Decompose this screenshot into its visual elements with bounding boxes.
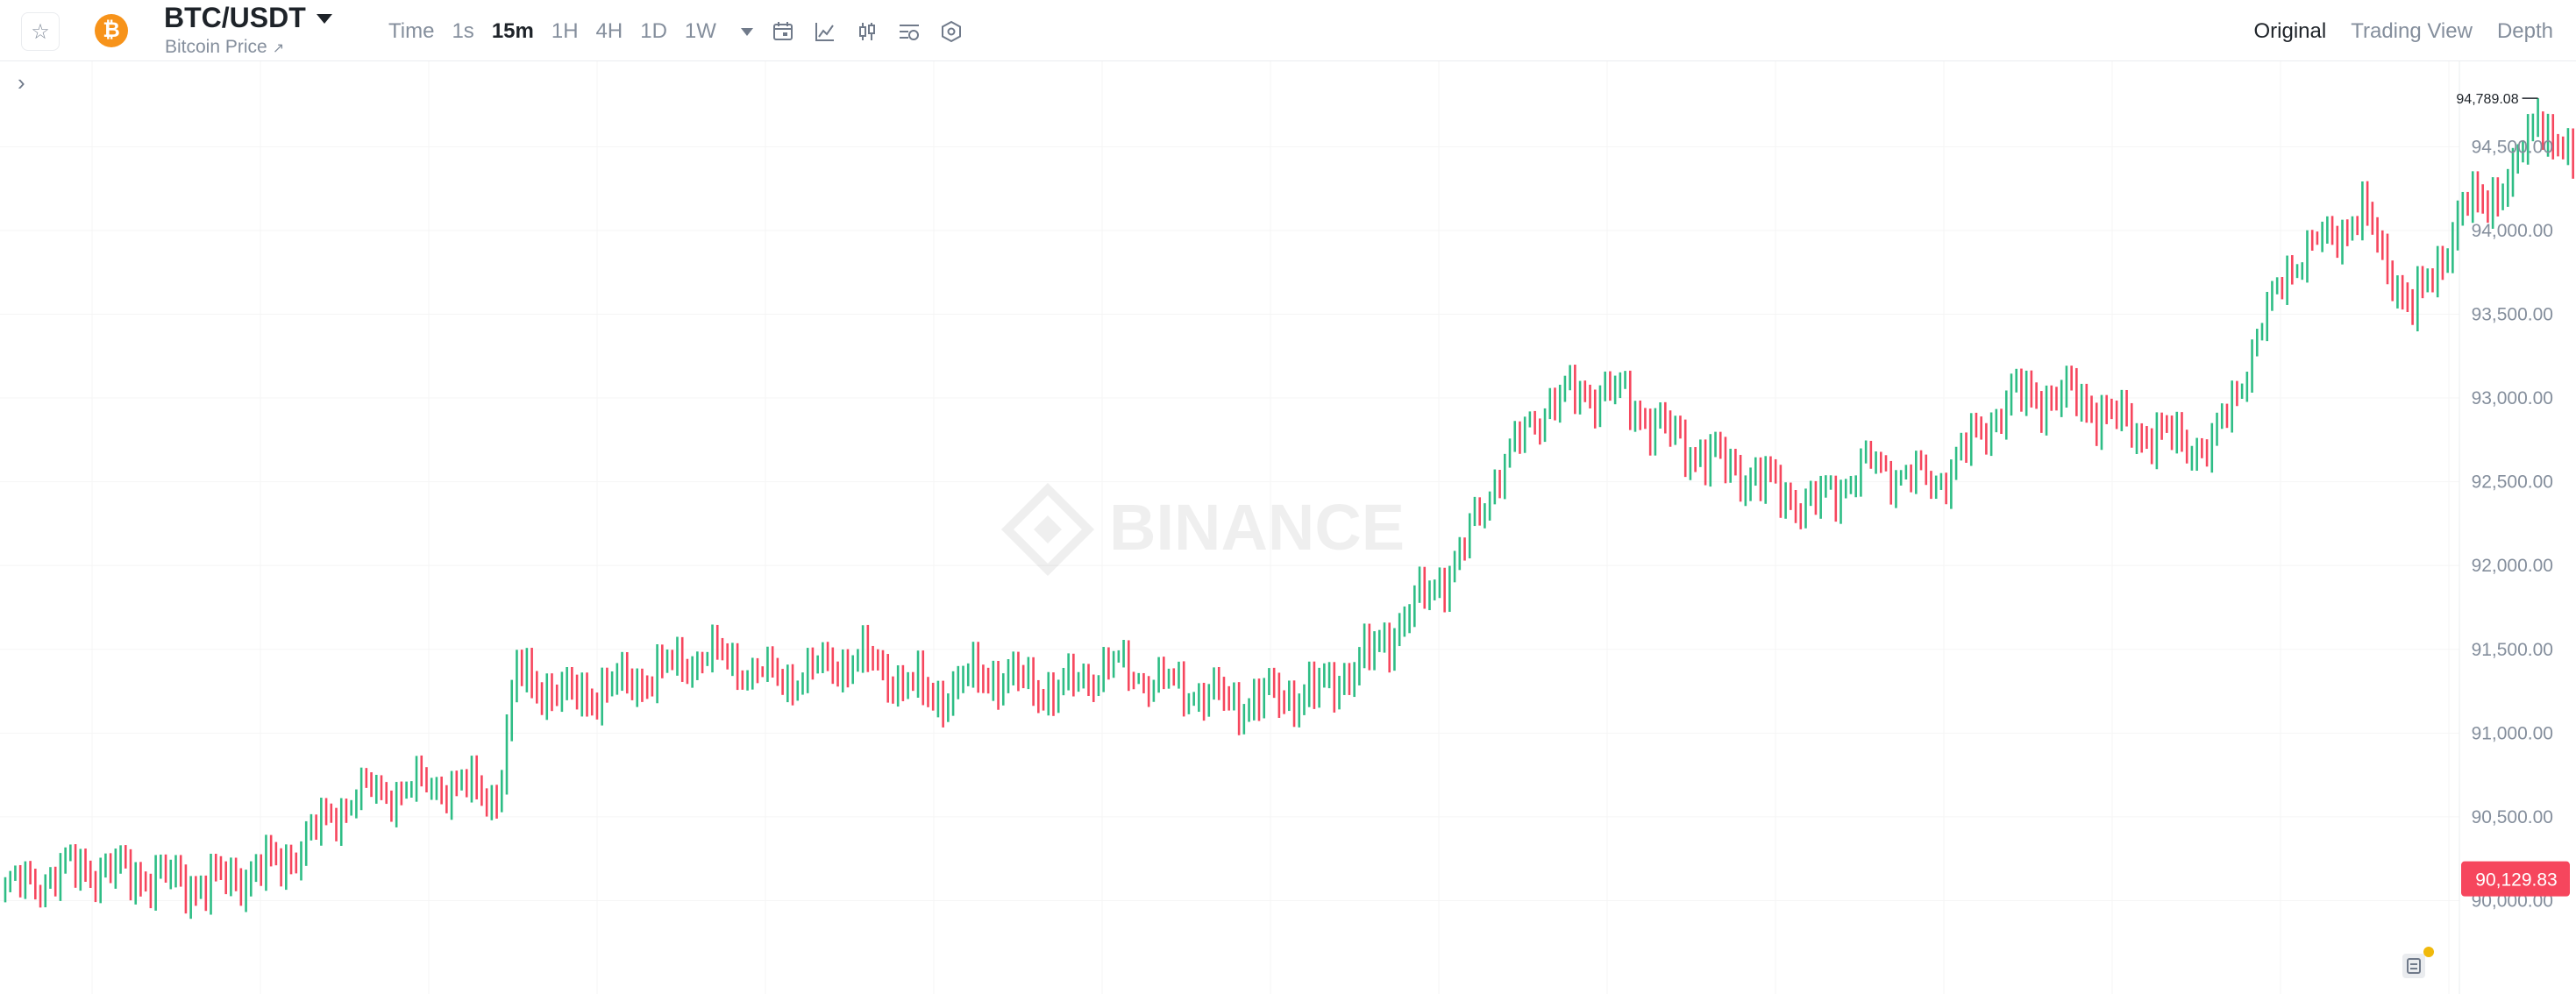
high-price-label: 94,789.08 (2456, 92, 2518, 107)
y-tick-label: 93,000.00 (2472, 388, 2553, 408)
watermark-text: BINANCE (1109, 491, 1405, 564)
bitcoin-price-link[interactable]: Bitcoin Price ↗ (165, 37, 284, 58)
y-tick-label: 90,500.00 (2472, 807, 2553, 827)
y-tick-label: 92,500.00 (2472, 472, 2553, 493)
interval-bar: Time 1s 15m 1H 4H 1D 1W (388, 19, 981, 44)
view-original[interactable]: Original (2253, 19, 2327, 43)
hexagon-settings-icon[interactable] (939, 19, 964, 44)
caret-down-icon (316, 14, 332, 24)
price-axis: 90,000.0090,500.0091,000.0091,500.0092,0… (2472, 137, 2553, 911)
binance-watermark: BINANCE (1000, 482, 1405, 577)
price-chart[interactable]: BINANCE 90,000.0090,500.0091,000.0091,50… (0, 61, 2576, 994)
y-tick-label: 91,000.00 (2472, 723, 2553, 743)
y-tick-label: 91,500.00 (2472, 640, 2553, 660)
more-intervals-icon[interactable] (740, 27, 753, 36)
interval-1d[interactable]: 1D (640, 19, 667, 43)
bitcoin-icon: ₿ (95, 14, 128, 47)
interval-1s[interactable]: 1s (452, 19, 474, 43)
interval-4h[interactable]: 4H (595, 19, 623, 43)
subtitle-label: Bitcoin Price (165, 37, 267, 57)
last-price-label: 90,129.83 (2475, 870, 2557, 891)
chevron-right-icon[interactable]: › (18, 69, 25, 96)
interval-15m[interactable]: 15m (491, 19, 534, 43)
y-tick-label: 92,000.00 (2472, 556, 2553, 576)
last-price-tag (2461, 861, 2570, 897)
chart-toolbar: ☆ ₿ BTC/USDT Bitcoin Price ↗ Time 1s 15m … (0, 0, 2576, 61)
notification-dot-icon (2423, 947, 2434, 957)
external-link-icon: ↗ (272, 41, 285, 56)
indicator-icon[interactable] (813, 19, 837, 44)
price-markers: 94,789.0889,641.8490,129.83 (2456, 92, 2570, 897)
y-tick-label: 94,000.00 (2472, 221, 2553, 241)
interval-1h[interactable]: 1H (551, 19, 579, 43)
chart-grid (0, 61, 2460, 994)
view-trading-view[interactable]: Trading View (2351, 19, 2473, 43)
view-switcher: Original Trading View Depth (2230, 19, 2576, 44)
chart-settings-icon[interactable] (897, 19, 922, 44)
star-icon: ☆ (31, 19, 50, 44)
view-depth[interactable]: Depth (2496, 19, 2553, 43)
y-tick-label: 94,500.00 (2472, 137, 2553, 157)
calendar-icon[interactable] (771, 19, 795, 44)
pair-title: BTC/USDT (164, 2, 306, 33)
favorite-button[interactable]: ☆ (21, 12, 60, 51)
interval-1w[interactable]: 1W (684, 19, 716, 43)
candle-type-icon[interactable] (855, 19, 879, 44)
interval-time[interactable]: Time (388, 19, 435, 43)
ohlc-bars (4, 98, 2574, 919)
y-tick-label: 93,500.00 (2472, 304, 2553, 324)
pair-selector[interactable]: BTC/USDT (164, 2, 332, 34)
alert-button[interactable] (2402, 947, 2434, 978)
